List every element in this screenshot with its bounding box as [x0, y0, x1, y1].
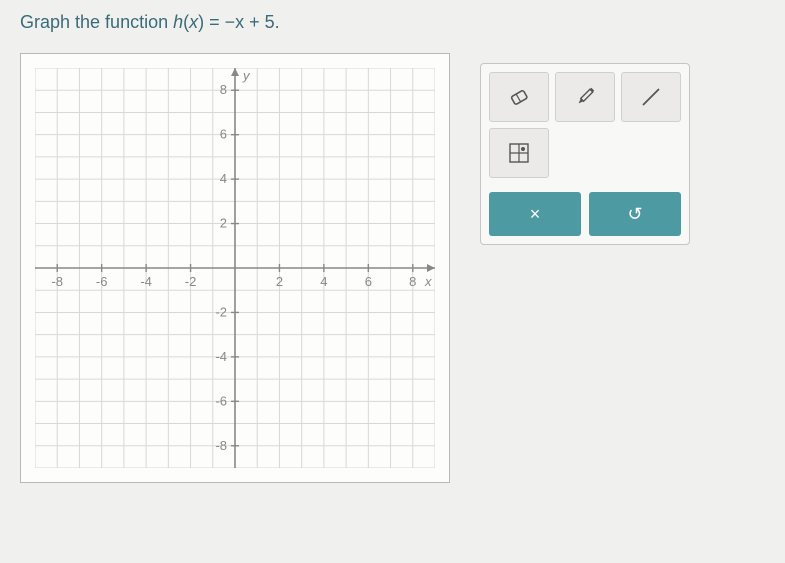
svg-text:-4: -4: [140, 274, 152, 289]
clear-button[interactable]: ×: [489, 192, 581, 236]
question-prefix: Graph the function: [20, 12, 173, 32]
svg-text:x: x: [424, 274, 432, 289]
tool-row-1: [489, 72, 681, 122]
question-title: Graph the function h(x) = −x + 5.: [20, 12, 765, 33]
svg-text:-2: -2: [185, 274, 197, 289]
content-area: -8-6-4-22468-8-6-4-22468xy: [20, 53, 765, 483]
svg-text:2: 2: [220, 216, 227, 231]
svg-text:6: 6: [365, 274, 372, 289]
question-expr: = −x + 5.: [204, 12, 280, 32]
svg-text:8: 8: [220, 82, 227, 97]
svg-text:-6: -6: [96, 274, 108, 289]
svg-text:-8: -8: [51, 274, 63, 289]
svg-text:4: 4: [320, 274, 327, 289]
line-icon: [638, 84, 664, 110]
toolbox-panel: × ↺: [480, 63, 690, 245]
point-grid-tool[interactable]: [489, 128, 549, 178]
graph-panel: -8-6-4-22468-8-6-4-22468xy: [20, 53, 450, 483]
svg-text:y: y: [242, 68, 251, 83]
svg-text:2: 2: [276, 274, 283, 289]
svg-text:-6: -6: [215, 393, 227, 408]
action-row: × ↺: [489, 192, 681, 236]
question-func-name: h: [173, 12, 183, 32]
undo-icon: ↺: [627, 204, 642, 225]
svg-text:-2: -2: [215, 304, 227, 319]
svg-text:-4: -4: [215, 349, 227, 364]
svg-text:-8: -8: [215, 438, 227, 453]
clear-icon: ×: [530, 204, 541, 225]
undo-button[interactable]: ↺: [589, 192, 681, 236]
eraser-icon: [506, 84, 532, 110]
question-func-arg: x: [189, 12, 198, 32]
pencil-icon: [572, 84, 598, 110]
pencil-tool[interactable]: [555, 72, 615, 122]
svg-text:4: 4: [220, 171, 227, 186]
tool-row-2: [489, 128, 681, 178]
line-tool[interactable]: [621, 72, 681, 122]
coordinate-grid[interactable]: -8-6-4-22468-8-6-4-22468xy: [35, 68, 435, 468]
point-grid-icon: [506, 140, 532, 166]
svg-text:8: 8: [409, 274, 416, 289]
svg-text:6: 6: [220, 127, 227, 142]
eraser-tool[interactable]: [489, 72, 549, 122]
